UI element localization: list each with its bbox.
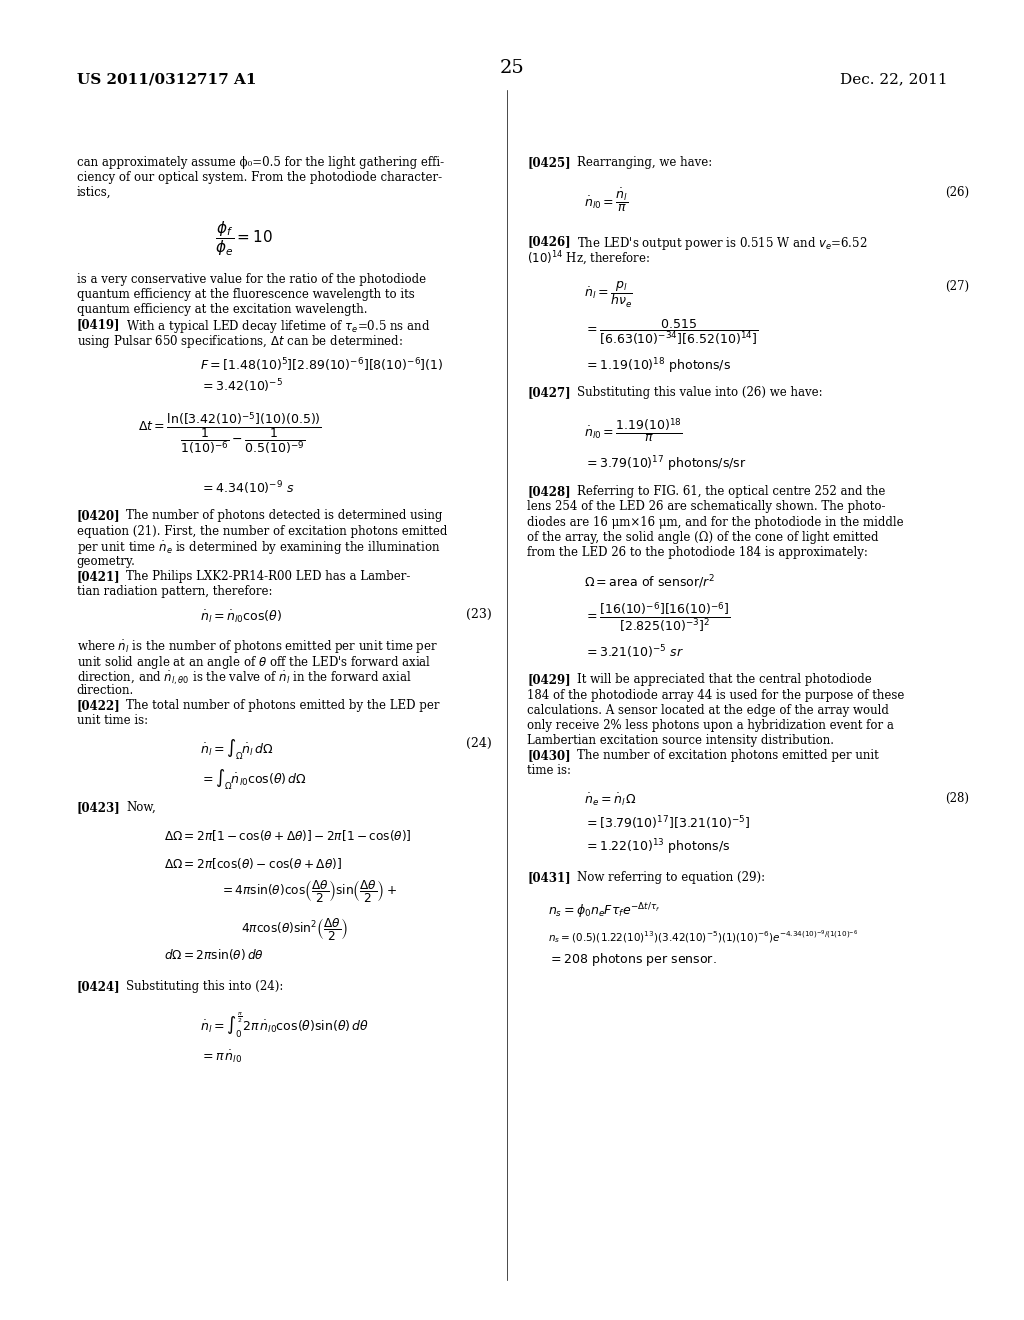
Text: $\dot{n}_l = \int_{0}^{\frac{\pi}{2}} 2\pi\,\dot{n}_{l0}\cos(\theta)\sin(\theta): $\dot{n}_l = \int_{0}^{\frac{\pi}{2}} 2\… [200,1010,369,1040]
Text: diodes are 16 μm×16 μm, and for the photodiode in the middle: diodes are 16 μm×16 μm, and for the phot… [527,516,904,528]
Text: lens 254 of the LED 26 are schematically shown. The photo-: lens 254 of the LED 26 are schematically… [527,500,886,513]
Text: $= [3.79(10)^{17}][3.21(10)^{-5}]$: $= [3.79(10)^{17}][3.21(10)^{-5}]$ [584,814,750,832]
Text: [0430]: [0430] [527,750,571,762]
Text: 25: 25 [500,59,524,78]
Text: [0419]: [0419] [77,318,120,331]
Text: $= \dfrac{[16(10)^{-6}][16(10)^{-6}]}{[2.825(10)^{-3}]^2}$: $= \dfrac{[16(10)^{-6}][16(10)^{-6}]}{[2… [584,601,730,634]
Text: 184 of the photodiode array 44 is used for the purpose of these: 184 of the photodiode array 44 is used f… [527,689,905,701]
Text: of the array, the solid angle (Ω) of the cone of light emitted: of the array, the solid angle (Ω) of the… [527,531,879,544]
Text: $\Delta\Omega = 2\pi[1 - \cos(\theta + \Delta\theta)] - 2\pi[1 - \cos(\theta)]$: $\Delta\Omega = 2\pi[1 - \cos(\theta + \… [164,828,412,843]
Text: $= 208\ \mathrm{photons\ per\ sensor.}$: $= 208\ \mathrm{photons\ per\ sensor.}$ [548,952,717,968]
Text: The number of excitation photons emitted per unit: The number of excitation photons emitted… [577,750,879,762]
Text: Substituting this into (24):: Substituting this into (24): [126,979,284,993]
Text: Rearranging, we have:: Rearranging, we have: [577,156,712,169]
Text: The Philips LXK2-PR14-R00 LED has a Lamber-: The Philips LXK2-PR14-R00 LED has a Lamb… [126,570,411,583]
Text: $n_s = (0.5)(1.22(10)^{13})(3.42(10)^{-5})(1)(10)^{-6})e^{-4.34(10)^{-9}/(1(10)^: $n_s = (0.5)(1.22(10)^{13})(3.42(10)^{-5… [548,928,858,945]
Text: [0425]: [0425] [527,156,571,169]
Text: Now,: Now, [126,801,156,814]
Text: Dec. 22, 2011: Dec. 22, 2011 [840,73,947,87]
Text: direction.: direction. [77,684,134,697]
Text: $= 3.21(10)^{-5}\ sr$: $= 3.21(10)^{-5}\ sr$ [584,643,684,660]
Text: $\dot{n}_{l0} = \dfrac{\dot{n}_l}{\pi}$: $\dot{n}_{l0} = \dfrac{\dot{n}_l}{\pi}$ [584,186,629,214]
Text: using Pulsar 650 specifications, $\Delta t$ can be determined:: using Pulsar 650 specifications, $\Delta… [77,334,402,350]
Text: Now referring to equation (29):: Now referring to equation (29): [577,871,765,883]
Text: $= 3.42(10)^{-5}$: $= 3.42(10)^{-5}$ [200,378,283,395]
Text: [0426]: [0426] [527,235,571,248]
Text: $= 1.19(10)^{18}\ \mathrm{photons/s}$: $= 1.19(10)^{18}\ \mathrm{photons/s}$ [584,356,731,376]
Text: $n_s = \phi_0 n_e F\tau_f e^{-\Delta t/\tau_f}$: $n_s = \phi_0 n_e F\tau_f e^{-\Delta t/\… [548,902,660,920]
Text: [0431]: [0431] [527,871,571,883]
Text: The LED's output power is 0.515 W and $v_e$=6.52: The LED's output power is 0.515 W and $v… [577,235,867,252]
Text: With a typical LED decay lifetime of $\tau_e$=0.5 ns and: With a typical LED decay lifetime of $\t… [126,318,430,335]
Text: from the LED 26 to the photodiode 184 is approximately:: from the LED 26 to the photodiode 184 is… [527,546,868,558]
Text: US 2011/0312717 A1: US 2011/0312717 A1 [77,73,256,87]
Text: tian radiation pattern, therefore:: tian radiation pattern, therefore: [77,585,272,598]
Text: unit solid angle at an angle of $\theta$ off the LED's forward axial: unit solid angle at an angle of $\theta$… [77,653,431,671]
Text: istics,: istics, [77,186,112,199]
Text: (28): (28) [945,792,969,805]
Text: Substituting this value into (26) we have:: Substituting this value into (26) we hav… [577,387,822,400]
Text: time is:: time is: [527,764,571,777]
Text: $= \int_{\Omega} \dot{n}_{l0}\cos(\theta)\,d\Omega$: $= \int_{\Omega} \dot{n}_{l0}\cos(\theta… [200,767,306,792]
Text: $\dot{n}_l = \dot{n}_{l0}\cos(\theta)$: $\dot{n}_l = \dot{n}_{l0}\cos(\theta)$ [200,609,282,624]
Text: The number of photons detected is determined using: The number of photons detected is determ… [126,510,442,523]
Text: $\Delta t = \dfrac{\ln([3.42(10)^{-5}](10)(0.5))}{\dfrac{1}{1(10)^{-6}} - \dfrac: $\Delta t = \dfrac{\ln([3.42(10)^{-5}](1… [138,411,323,458]
Text: $\dot{n}_e = \dot{n}_l\,\Omega$: $\dot{n}_e = \dot{n}_l\,\Omega$ [584,792,637,808]
Text: $= \pi\,\dot{n}_{l0}$: $= \pi\,\dot{n}_{l0}$ [200,1048,242,1065]
Text: $\Omega = \mathrm{area\ of\ sensor}/r^2$: $\Omega = \mathrm{area\ of\ sensor}/r^2$ [584,573,715,591]
Text: It will be appreciated that the central photodiode: It will be appreciated that the central … [577,673,871,686]
Text: $\dot{n}_{l0} = \dfrac{1.19(10)^{18}}{\pi}$: $\dot{n}_{l0} = \dfrac{1.19(10)^{18}}{\p… [584,417,683,445]
Text: [0428]: [0428] [527,486,571,498]
Text: $= 4\pi\sin(\theta)\cos\!\left(\dfrac{\Delta\theta}{2}\right)\sin\!\left(\dfrac{: $= 4\pi\sin(\theta)\cos\!\left(\dfrac{\D… [220,878,397,904]
Text: $d\Omega = 2\pi\sin(\theta)\,d\theta$: $d\Omega = 2\pi\sin(\theta)\,d\theta$ [164,946,264,962]
Text: direction, and $\dot{n}_{l,\theta 0}$ is the valve of $\dot{n}_l$ in the forward: direction, and $\dot{n}_{l,\theta 0}$ is… [77,669,412,686]
Text: quantum efficiency at the excitation wavelength.: quantum efficiency at the excitation wav… [77,304,368,315]
Text: Referring to FIG. 61, the optical centre 252 and the: Referring to FIG. 61, the optical centre… [577,486,885,498]
Text: unit time is:: unit time is: [77,714,147,727]
Text: (26): (26) [945,186,970,199]
Text: [0429]: [0429] [527,673,571,686]
Text: is a very conservative value for the ratio of the photodiode: is a very conservative value for the rat… [77,273,426,285]
Text: ciency of our optical system. From the photodiode character-: ciency of our optical system. From the p… [77,170,442,183]
Text: $\dot{n}_l = \dfrac{p_l}{h\nu_e}$: $\dot{n}_l = \dfrac{p_l}{h\nu_e}$ [584,280,633,310]
Text: [0420]: [0420] [77,510,121,523]
Text: $F = [1.48(10)^5][2.89(10)^{-6}][8(10)^{-6}](1)$: $F = [1.48(10)^5][2.89(10)^{-6}][8(10)^{… [200,356,443,374]
Text: $\dot{n}_l = \int_{\Omega} \dot{n}_l\, d\Omega$: $\dot{n}_l = \int_{\Omega} \dot{n}_l\, d… [200,737,273,762]
Text: calculations. A sensor located at the edge of the array would: calculations. A sensor located at the ed… [527,704,889,717]
Text: equation (21). First, the number of excitation photons emitted: equation (21). First, the number of exci… [77,524,447,537]
Text: (23): (23) [466,609,492,622]
Text: [0427]: [0427] [527,387,571,400]
Text: $\Delta\Omega = 2\pi[\cos(\theta) - \cos(\theta + \Delta\theta)]$: $\Delta\Omega = 2\pi[\cos(\theta) - \cos… [164,855,342,871]
Text: $= 4.34(10)^{-9}\ s$: $= 4.34(10)^{-9}\ s$ [200,479,294,496]
Text: geometry.: geometry. [77,554,135,568]
Text: [0424]: [0424] [77,979,121,993]
Text: quantum efficiency at the fluorescence wavelength to its: quantum efficiency at the fluorescence w… [77,288,415,301]
Text: only receive 2% less photons upon a hybridization event for a: only receive 2% less photons upon a hybr… [527,719,894,731]
Text: $= 3.79(10)^{17}\ \mathrm{photons/s/sr}$: $= 3.79(10)^{17}\ \mathrm{photons/s/sr}$ [584,455,746,474]
Text: [0423]: [0423] [77,801,121,814]
Text: $\dfrac{\phi_f}{\phi_e} = 10$: $\dfrac{\phi_f}{\phi_e} = 10$ [215,219,273,259]
Text: $= 1.22(10)^{13}\ \mathrm{photons/s}$: $= 1.22(10)^{13}\ \mathrm{photons/s}$ [584,837,730,857]
Text: $(10)^{14}$ Hz, therefore:: $(10)^{14}$ Hz, therefore: [527,249,650,268]
Text: $= \dfrac{0.515}{[6.63(10)^{-34}][6.52(10)^{14}]}$: $= \dfrac{0.515}{[6.63(10)^{-34}][6.52(1… [584,318,758,347]
Text: per unit time $\dot{n}_e$ is determined by examining the illumination: per unit time $\dot{n}_e$ is determined … [77,540,440,557]
Text: [0421]: [0421] [77,570,121,583]
Text: can approximately assume ϕ₀=0.5 for the light gathering effi-: can approximately assume ϕ₀=0.5 for the … [77,156,444,169]
Text: [0422]: [0422] [77,700,121,713]
Text: (24): (24) [466,737,492,750]
Text: Lambertian excitation source intensity distribution.: Lambertian excitation source intensity d… [527,734,835,747]
Text: (27): (27) [945,280,970,293]
Text: The total number of photons emitted by the LED per: The total number of photons emitted by t… [126,700,439,713]
Text: $4\pi\cos(\theta)\sin^2\!\left(\dfrac{\Delta\theta}{2}\right)$: $4\pi\cos(\theta)\sin^2\!\left(\dfrac{\D… [241,916,347,942]
Text: where $\dot{n}_l$ is the number of photons emitted per unit time per: where $\dot{n}_l$ is the number of photo… [77,639,437,656]
